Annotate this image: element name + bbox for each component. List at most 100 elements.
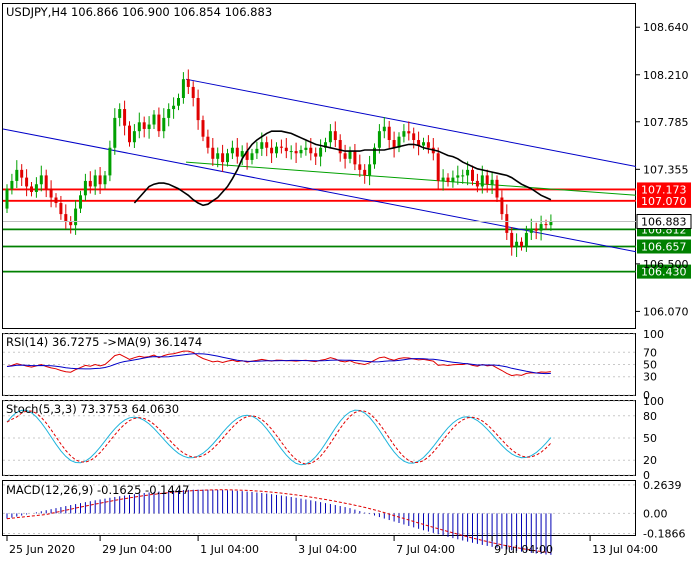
candle-body [402, 131, 406, 137]
candle-body [294, 151, 298, 154]
candle-body [235, 147, 239, 157]
time-tick-label: 9 Jul 04:00 [494, 543, 553, 556]
candle-body [353, 151, 357, 165]
rsi-panel [3, 333, 636, 396]
candle-body [250, 153, 254, 160]
panel-tick-label: 0.2639 [643, 479, 682, 492]
candle-body [265, 142, 269, 148]
time-tick-label: 13 Jul 04:00 [592, 543, 658, 556]
candle-body [524, 232, 528, 247]
macd-signal-line [6, 489, 551, 554]
candle-body [240, 151, 244, 157]
panel-tick-label: 100 [643, 395, 664, 408]
candle-body [79, 195, 82, 209]
rsi-line [6, 350, 551, 377]
candle-body [338, 140, 342, 154]
candle-body [103, 175, 107, 185]
candle-body [49, 188, 53, 198]
candle-body [500, 197, 504, 215]
candle-body [255, 148, 259, 154]
candle-body [279, 146, 283, 148]
candle-body [461, 175, 465, 177]
price-tick-label: 108.640 [643, 21, 689, 34]
candle-body [230, 147, 234, 154]
macd-header: MACD(12,26,9) -0.1625 -0.1447 [6, 483, 189, 497]
panel-tick-label: -0.1866 [643, 528, 685, 541]
candle-body [328, 131, 332, 143]
candle-body [216, 153, 220, 159]
rsi-header: RSI(14) 36.7275 ->MA(9) 36.1474 [6, 335, 202, 349]
candle-body [59, 203, 63, 215]
level-tag-1 [637, 193, 691, 208]
stoch-main-line [6, 409, 552, 466]
candle-body [422, 142, 425, 146]
candle-body [69, 221, 73, 226]
price-tick-label: 107.785 [643, 116, 689, 129]
candle-body [5, 188, 9, 209]
candle-body [319, 147, 323, 157]
candle-body [485, 175, 489, 185]
candle-body [44, 175, 48, 189]
candle-body [88, 180, 92, 187]
candle-body [167, 109, 171, 118]
candle-body [520, 241, 523, 247]
candle-body [382, 126, 386, 132]
candle-body [83, 180, 87, 196]
candle-body [147, 124, 151, 129]
current-price-tag [636, 214, 692, 230]
candle-body [397, 136, 401, 148]
panel-tick-label: 0 [643, 389, 650, 402]
time-tick-label: 1 Jul 04:00 [200, 543, 259, 556]
panel-tick-label: 0.00 [643, 507, 668, 520]
candle-body [108, 147, 112, 176]
candle-body [515, 241, 519, 248]
candle-body [475, 180, 479, 187]
candle-body [549, 221, 553, 226]
candle-body [446, 177, 450, 183]
candle-body [358, 164, 362, 170]
candle-body [64, 214, 68, 222]
candle-body [15, 169, 19, 181]
candle-body [466, 169, 470, 176]
candle-body [54, 197, 58, 204]
candle-body [211, 147, 215, 159]
candle-body [162, 117, 166, 132]
candle-body [196, 97, 200, 121]
candle-body [407, 131, 411, 134]
candle-body [172, 105, 176, 110]
level-label-3: 106.657 [641, 241, 687, 254]
macd-panel [3, 484, 636, 555]
candle-body [309, 147, 313, 154]
candle-body [284, 147, 288, 152]
panel-tick-label: 100 [643, 328, 664, 341]
panel-tick-label: 0 [643, 469, 650, 482]
candle-body [417, 140, 421, 146]
panel-tick-label: 50 [643, 432, 657, 445]
macd-panel-frame [2, 480, 636, 536]
candle-body [123, 109, 127, 126]
candle-body [456, 175, 460, 178]
candle-body [186, 79, 190, 87]
candle-body [142, 122, 146, 129]
panel-tick-label: 50 [643, 359, 657, 372]
candle-body [471, 169, 474, 181]
main-panel-frame [2, 3, 636, 329]
time-tick-label: 3 Jul 04:00 [298, 543, 357, 556]
candle-body [544, 224, 548, 226]
candle-body [505, 214, 509, 233]
stoch-header: Stoch(5,3,3) 73.3753 64.0630 [6, 402, 179, 416]
time-tick-label: 29 Jun 04:00 [102, 543, 172, 556]
time-tick-label: 7 Jul 04:00 [396, 543, 455, 556]
candle-body [206, 136, 210, 148]
candle-body [275, 146, 278, 154]
panel-tick-label: 30 [643, 371, 657, 384]
candle-body [333, 131, 337, 141]
candle-body [373, 147, 376, 165]
candle-body [137, 122, 141, 132]
price-axis: 107.173107.070106.812106.657106.430108.6… [636, 21, 692, 541]
candle-body [529, 228, 533, 233]
candle-body [510, 232, 514, 248]
candle-body [392, 140, 396, 148]
